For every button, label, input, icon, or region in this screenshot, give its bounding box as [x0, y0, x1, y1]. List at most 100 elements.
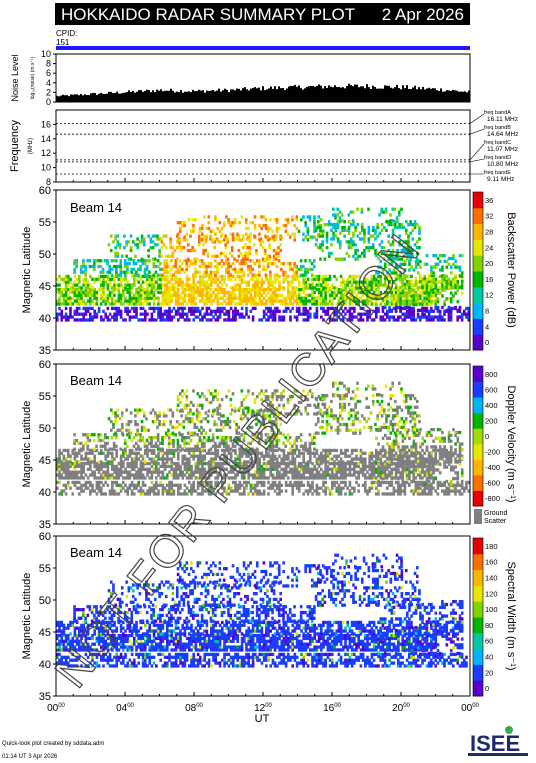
- scatter-cell: [115, 312, 118, 316]
- scatter-cell: [331, 290, 334, 295]
- scatter-cell: [298, 461, 301, 466]
- scatter-cell: [295, 273, 299, 277]
- scatter-cell: [251, 486, 255, 490]
- scatter-cell: [280, 302, 283, 306]
- scatter-cell: [168, 309, 171, 313]
- scatter-cell: [170, 273, 173, 277]
- scatter-cell: [353, 315, 356, 319]
- scatter-cell: [445, 297, 449, 301]
- scatter-cell: [185, 492, 189, 496]
- scatter-cell: [251, 259, 255, 263]
- scatter-cell: [278, 286, 281, 290]
- scatter-cell: [267, 299, 270, 303]
- scatter-cell: [148, 486, 151, 490]
- scatter-cell: [207, 480, 211, 485]
- noise-bar: [232, 89, 234, 102]
- scatter-cell: [346, 277, 349, 281]
- scatter-cell: [58, 467, 61, 471]
- scatter-cell: [199, 274, 202, 279]
- scatter-cell: [218, 262, 222, 266]
- scatter-cell: [251, 476, 255, 480]
- scatter-cell: [375, 492, 378, 496]
- scatter-cell: [106, 270, 109, 274]
- scatter-cell: [379, 473, 382, 477]
- scatter-cell: [353, 464, 356, 469]
- scatter-cell: [434, 280, 437, 284]
- scatter-cell: [253, 235, 257, 239]
- scatter-cell: [62, 280, 66, 284]
- scatter-cell: [400, 207, 403, 211]
- scatter-cell: [368, 476, 371, 480]
- scatter-cell: [174, 476, 178, 480]
- scatter-cell: [216, 454, 220, 458]
- scatter-cell: [185, 286, 189, 290]
- scatter-cell: [295, 483, 299, 487]
- scatter-cell: [333, 309, 336, 313]
- scatter-cell: [275, 226, 279, 231]
- scatter-cell: [260, 480, 264, 485]
- scatter-cell: [213, 254, 216, 258]
- scatter-cell: [402, 248, 406, 253]
- scatter-cell: [166, 492, 169, 496]
- scatter-cell: [314, 225, 318, 230]
- scatter-cell: [389, 219, 392, 223]
- scatter-cell: [122, 293, 125, 297]
- noise-bar: [410, 88, 412, 102]
- scatter-cell: [413, 243, 417, 247]
- scatter-cell: [160, 237, 164, 241]
- scatter-cell: [201, 476, 204, 480]
- scatter-cell: [181, 290, 184, 295]
- scatter-cell: [240, 274, 244, 279]
- scatter-cell: [240, 259, 244, 263]
- scatter-cell: [302, 483, 305, 487]
- scatter-cell: [181, 315, 184, 319]
- scatter-cell: [388, 302, 391, 307]
- scatter-cell: [313, 473, 316, 477]
- scatter-cell: [152, 448, 156, 453]
- scatter-cell: [344, 299, 347, 303]
- scatter-cell: [289, 290, 292, 295]
- scatter-cell: [113, 315, 116, 319]
- scatter-cell: [183, 454, 187, 458]
- scatter-cell: [73, 470, 77, 474]
- scatter-cell: [106, 448, 110, 453]
- scatter-cell: [322, 309, 325, 313]
- scatter-cell: [89, 464, 92, 469]
- scatter-cell: [223, 290, 226, 295]
- scatter-cell: [192, 229, 195, 233]
- scatter-cell: [256, 293, 259, 297]
- noise-bar: [344, 88, 346, 102]
- scatter-cell: [232, 296, 235, 300]
- scatter-cell: [161, 470, 165, 474]
- scatter-cell: [139, 473, 143, 477]
- scatter-cell: [370, 476, 374, 480]
- scatter-cell: [86, 286, 90, 290]
- scatter-cell: [214, 492, 217, 496]
- scatter-cell: [319, 223, 323, 228]
- scatter-cell: [255, 273, 259, 277]
- scatter-cell: [115, 476, 118, 480]
- scatter-cell: [374, 248, 377, 253]
- scatter-cell: [183, 270, 186, 274]
- scatter-cell: [377, 306, 380, 311]
- scatter-cell: [365, 246, 368, 250]
- scatter-cell: [400, 222, 404, 227]
- scatter-cell: [314, 228, 318, 232]
- scatter-cell: [388, 480, 391, 485]
- scatter-cell: [212, 457, 215, 461]
- scatter-cell: [432, 279, 435, 284]
- scatter-cell: [214, 312, 217, 316]
- scatter-cell: [166, 312, 169, 316]
- scatter-cell: [340, 213, 344, 217]
- scatter-cell: [359, 312, 363, 316]
- scatter-cell: [460, 291, 464, 295]
- scatter-cell: [214, 264, 217, 269]
- scatter-cell: [119, 262, 123, 266]
- scatter-cell: [241, 254, 245, 258]
- scatter-cell: [210, 280, 213, 284]
- scatter-cell: [137, 290, 140, 295]
- scatter-cell: [218, 315, 222, 319]
- scatter-cell: [168, 306, 171, 311]
- scatter-cell: [319, 218, 323, 222]
- scatter-cell: [313, 290, 316, 295]
